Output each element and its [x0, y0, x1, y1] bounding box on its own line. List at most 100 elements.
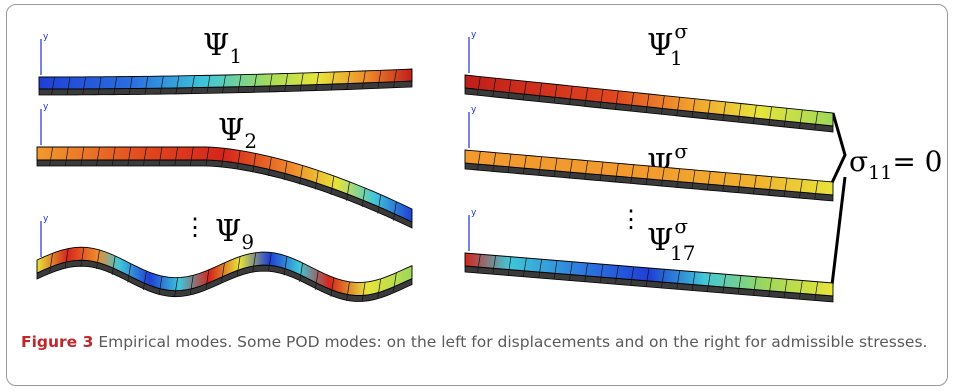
caption-label: Figure 3	[21, 333, 94, 351]
beam-psi-sigma-1-mesh-line	[568, 86, 573, 106]
beam-psi-9-mesh-line	[236, 256, 241, 276]
psi-2-symbol: Ψ	[218, 113, 244, 148]
beam-psi-2-mesh-line	[268, 156, 272, 176]
beam-psi-sigma-2-mesh-line	[538, 156, 543, 176]
beam-psi-9-mesh-line	[377, 278, 382, 298]
beam-psi-1-mesh-line	[222, 74, 226, 94]
beam-psi-sigma-17-mesh-line	[476, 254, 481, 274]
beam-psi-2-mesh-line	[189, 146, 194, 167]
beam-psi-sigma-2	[464, 149, 834, 196]
beam-psi-sigma-17-mesh-line	[538, 259, 543, 279]
beam-psi-2-mesh-line	[377, 194, 382, 214]
beam-psi-sigma-1-mesh-line	[706, 100, 711, 120]
beam-psi-2-mesh-line	[346, 181, 350, 201]
beam-psi-sigma-2-mesh-line	[722, 172, 727, 192]
beam-psi-9-mesh-line	[80, 247, 85, 267]
beam-psi-sigma-17-mesh-line	[614, 265, 619, 285]
beam-psi-1-mesh-line	[113, 76, 118, 95]
beam-psi-sigma-17-mesh-line	[599, 264, 604, 284]
beam-psi-9-mesh-line	[330, 277, 335, 297]
beam-psi-sigma-2-mesh-line	[798, 179, 803, 199]
beam-psi-sigma-1-mesh-line	[645, 93, 650, 114]
psi-1-symbol: Ψ	[203, 28, 229, 63]
beam-psi-1-mesh-line	[144, 76, 149, 95]
ellipsis-right: ⋮	[619, 205, 643, 233]
beam-psi-sigma-17-mesh-line	[522, 257, 527, 278]
beam-psi-sigma-1-mesh-line	[722, 101, 727, 121]
beam-psi-sigma-1-mesh-line	[553, 84, 558, 104]
psi-sigma-1-sub: 1	[670, 46, 683, 70]
beam-psi-2-mesh-line	[80, 146, 85, 167]
beam-psi-sigma-1-mesh-line	[476, 76, 481, 96]
beam-psi-sigma-17-mesh-line	[660, 269, 665, 289]
constraint-sub: 11	[868, 162, 892, 184]
beam-psi-sigma-17-mesh-line	[584, 262, 589, 283]
beam-psi-sigma-1-mesh-line	[599, 89, 604, 109]
beam-psi-sigma-1-mesh-line	[584, 87, 589, 107]
beam-psi-sigma-17-mesh-line	[706, 272, 711, 293]
psi-sigma-17-sub: 17	[670, 241, 695, 265]
psi-1-sub: 1	[229, 44, 242, 68]
beam-psi-sigma-1-mesh-line	[614, 90, 619, 110]
psi-sigma-1-symbol: Ψ	[647, 28, 673, 63]
beam-psi-1-mesh-line	[191, 75, 195, 94]
beam-psi-sigma-1-mesh-line	[737, 103, 742, 123]
beam-psi-sigma-2-mesh-line	[614, 163, 619, 183]
beam-psi-sigma-2-mesh-line	[630, 164, 635, 184]
beam-psi-sigma-2-mesh-line	[676, 168, 681, 188]
psi-9-sub: 9	[241, 230, 254, 254]
beam-psi-sigma-17-mesh-line	[676, 270, 681, 290]
beam-psi-sigma-17-mesh-line	[783, 279, 788, 299]
beam-psi-sigma-2-mesh-line	[584, 160, 589, 180]
beam-psi-sigma-17-mesh-line	[645, 267, 650, 288]
beam-psi-2-mesh-line	[252, 153, 257, 173]
beam-psi-9-mesh-line	[64, 248, 69, 268]
beam-psi-2-mesh-line	[174, 146, 178, 167]
psi-9-symbol: Ψ	[215, 214, 241, 249]
beam-psi-sigma-17-mesh-line	[553, 260, 558, 280]
beam-psi-sigma-17-mesh-line	[492, 255, 497, 275]
figure-caption: Figure 3 Empirical modes. Some POD modes…	[21, 331, 933, 353]
beam-psi-sigma-17-mesh-line	[568, 261, 573, 281]
beam-group: y y y y y y	[36, 30, 834, 303]
beam-psi-sigma-17-mesh-line	[737, 275, 742, 295]
beam-psi-9-mesh-line	[174, 277, 178, 297]
beam-psi-2-mesh-line	[64, 146, 69, 167]
beam-psi-sigma-1-mesh-line	[522, 81, 527, 101]
beam-psi-9-mesh-line	[111, 255, 116, 275]
beam-psi-sigma-2-mesh-line	[660, 167, 665, 187]
beam-psi-1-mesh-line	[268, 73, 273, 92]
beam-psi-sigma-2-mesh-line	[553, 157, 558, 178]
beam-psi-sigma-2-mesh-line	[522, 155, 527, 175]
beam-psi-1-mesh-line	[237, 74, 242, 93]
beam-psi-1-mesh-line	[66, 76, 71, 96]
beam-psi-sigma-17-mesh-line	[768, 277, 773, 298]
beam-psi-2-mesh-line	[143, 146, 147, 167]
beam-psi-2-mesh-line	[49, 146, 53, 167]
beam-psi-sigma-2-mesh-line	[752, 175, 757, 195]
beam-psi-9-mesh-line	[393, 272, 397, 292]
beam-psi-sigma-2-mesh-line	[691, 169, 696, 190]
constraint-symbol: σ	[849, 145, 868, 178]
beam-psi-2-mesh-line	[158, 146, 163, 167]
beam-psi-1-mesh-line	[128, 76, 133, 95]
beam-psi-sigma-2-mesh-line	[706, 171, 711, 191]
beam-psi-2-mesh-line	[205, 147, 210, 167]
beam-psi-2	[36, 146, 413, 223]
beam-psi-sigma-1-mesh-line	[538, 82, 543, 102]
beam-psi-sigma-1-mesh-line	[507, 79, 512, 99]
beam-psi-2-mesh-line	[299, 165, 303, 185]
beam-psi-sigma-17-mesh-line	[630, 266, 635, 286]
beam-psi-sigma-1-mesh-line	[814, 111, 819, 131]
beam-psi-1-mesh-line	[82, 76, 86, 95]
beam-psi-9-mesh-line	[158, 276, 163, 296]
beam-psi-sigma-1-mesh-line	[630, 92, 635, 112]
beam-psi-sigma-2-mesh-line	[737, 173, 742, 194]
beam-psi-2-mesh-line	[361, 187, 366, 208]
constraint-label: σ11= 0	[849, 145, 943, 184]
beam-psi-sigma-17-mesh-line	[722, 274, 727, 294]
beam-psi-1-mesh-line	[330, 71, 335, 91]
beam-psi-sigma-1-mesh-line	[691, 98, 696, 118]
beam-psi-2-mesh-line	[393, 201, 397, 221]
